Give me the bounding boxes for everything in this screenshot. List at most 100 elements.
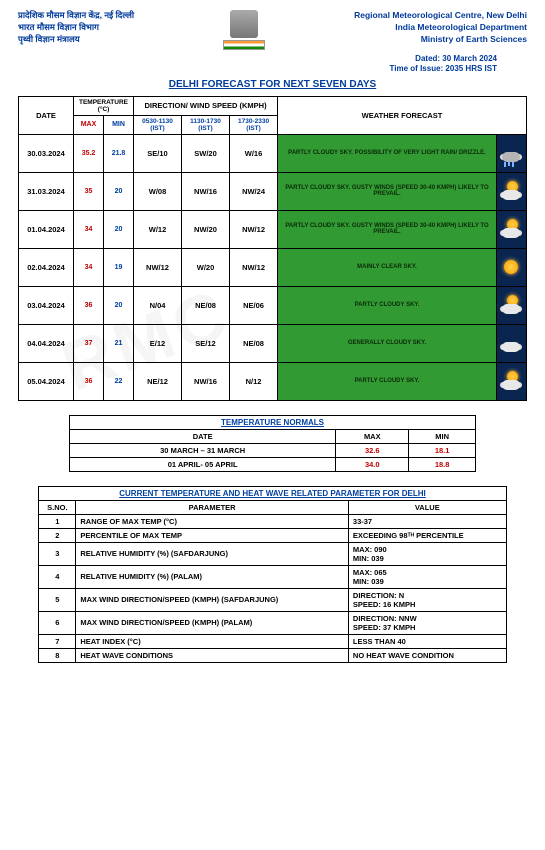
cell-w3: NW/24 [230, 172, 278, 210]
cell-max: 35 [74, 172, 104, 210]
cell-w2: NW/16 [182, 172, 230, 210]
th-temp: TEMPERATURE (°C) [74, 96, 134, 115]
cell-forecast-text: PARTLY CLOUDY SKY. [278, 362, 497, 400]
params-row: 6MAX WIND DIRECTION/SPEED (KMPH) (PALAM)… [39, 611, 506, 634]
params-sno: 4 [39, 565, 76, 588]
cell-max: 34 [74, 210, 104, 248]
params-value: EXCEEDING 98ᵀᴴ PERCENTILE [348, 528, 506, 542]
weather-icon [496, 172, 526, 210]
header-eng-2: India Meteorological Department [354, 22, 527, 34]
th-dir: DIRECTION/ WIND SPEED (KMPH) [134, 96, 278, 115]
cell-w3: NW/12 [230, 248, 278, 286]
emblem-block [214, 10, 274, 52]
cell-w2: NW/20 [182, 210, 230, 248]
time-of-issue-label: Time of Issue: 2035 HRS IST [18, 64, 497, 74]
params-row: 3RELATIVE HUMIDITY (%) (SAFDARJUNG)MAX: … [39, 542, 506, 565]
params-value: 33-37 [348, 514, 506, 528]
forecast-row: 04.04.20243721E/12SE/12NE/08GENERALLY CL… [19, 324, 527, 362]
normals-max: 32.6 [336, 443, 409, 457]
params-name: MAX WIND DIRECTION/SPEED (KMPH) (PALAM) [76, 611, 349, 634]
params-sno: 1 [39, 514, 76, 528]
cell-max: 36 [74, 286, 104, 324]
cell-date: 01.04.2024 [19, 210, 74, 248]
cell-w1: W/12 [134, 210, 182, 248]
params-value: DIRECTION: NNWSPEED: 37 KMPH [348, 611, 506, 634]
cell-min: 21 [104, 324, 134, 362]
cell-w1: E/12 [134, 324, 182, 362]
cell-min: 22 [104, 362, 134, 400]
weather-icon [496, 286, 526, 324]
params-table: CURRENT TEMPERATURE AND HEAT WAVE RELATE… [38, 486, 506, 663]
cell-date: 31.03.2024 [19, 172, 74, 210]
cell-w1: N/04 [134, 286, 182, 324]
weather-icon [496, 248, 526, 286]
params-row: 5MAX WIND DIRECTION/SPEED (KMPH) (SAFDAR… [39, 588, 506, 611]
forecast-row: 03.04.20243620N/04NE/08NE/06PARTLY CLOUD… [19, 286, 527, 324]
params-th-value: VALUE [348, 500, 506, 514]
cell-min: 19 [104, 248, 134, 286]
params-th-sno: S.NO. [39, 500, 76, 514]
forecast-head: DATE TEMPERATURE (°C) DIRECTION/ WIND SP… [19, 96, 527, 134]
forecast-row: 30.03.202435.221.8SE/10SW/20W/16PARTLY C… [19, 134, 527, 172]
params-body: 1RANGE OF MAX TEMP (°C)33-372PERCENTILE … [39, 514, 506, 662]
weather-icon [496, 362, 526, 400]
header-left: प्रादेशिक मौसम विज्ञान केंद्र, नई दिल्ली… [18, 10, 134, 46]
header-hindi-1: प्रादेशिक मौसम विज्ञान केंद्र, नई दिल्ली [18, 10, 134, 22]
weather-icon [496, 324, 526, 362]
forecast-row: 05.04.20243622NE/12NW/16N/12PARTLY CLOUD… [19, 362, 527, 400]
cell-forecast-text: MAINLY CLEAR SKY. [278, 248, 497, 286]
th-t3: 1730-2330 (IST) [230, 115, 278, 134]
params-sno: 8 [39, 648, 76, 662]
forecast-row: 02.04.20243419NW/12W/20NW/12MAINLY CLEAR… [19, 248, 527, 286]
cell-w3: NW/12 [230, 210, 278, 248]
weather-bulletin-page: RMC प्रादेशिक मौसम विज्ञान केंद्र, नई दि… [0, 0, 545, 850]
params-th-param: PARAMETER [76, 500, 349, 514]
params-sno: 3 [39, 542, 76, 565]
normals-table: TEMPERATURE NORMALS DATE MAX MIN 30 MARC… [69, 415, 476, 472]
cell-w2: SE/12 [182, 324, 230, 362]
cell-min: 20 [104, 210, 134, 248]
india-flag-icon [223, 40, 265, 50]
weather-icon [496, 210, 526, 248]
header-hindi-2: भारत मौसम विज्ञान विभाग [18, 22, 134, 34]
params-name: RELATIVE HUMIDITY (%) (SAFDARJUNG) [76, 542, 349, 565]
cell-w3: W/16 [230, 134, 278, 172]
cell-date: 30.03.2024 [19, 134, 74, 172]
th-wf: WEATHER FORECAST [278, 96, 527, 134]
cell-forecast-text: GENERALLY CLOUDY SKY. [278, 324, 497, 362]
params-name: MAX WIND DIRECTION/SPEED (KMPH) (SAFDARJ… [76, 588, 349, 611]
forecast-table: DATE TEMPERATURE (°C) DIRECTION/ WIND SP… [18, 96, 527, 401]
cell-date: 05.04.2024 [19, 362, 74, 400]
dated-label: Dated: 30 March 2024 [18, 54, 497, 64]
params-value: LESS THAN 40 [348, 634, 506, 648]
th-min: MIN [104, 115, 134, 134]
cell-w1: W/08 [134, 172, 182, 210]
cell-date: 04.04.2024 [19, 324, 74, 362]
normals-body: 30 MARCH – 31 MARCH32.618.101 APRIL- 05 … [69, 443, 475, 471]
cell-min: 21.8 [104, 134, 134, 172]
params-sno: 2 [39, 528, 76, 542]
params-name: RELATIVE HUMIDITY (%) (PALAM) [76, 565, 349, 588]
header-right: Regional Meteorological Centre, New Delh… [354, 10, 527, 46]
cell-w1: NW/12 [134, 248, 182, 286]
params-sno: 5 [39, 588, 76, 611]
normals-title: TEMPERATURE NORMALS [69, 415, 475, 429]
cell-max: 36 [74, 362, 104, 400]
national-emblem-icon [230, 10, 258, 38]
main-title: DELHI FORECAST FOR NEXT SEVEN DAYS [18, 79, 527, 90]
params-sno: 6 [39, 611, 76, 634]
cell-max: 35.2 [74, 134, 104, 172]
params-row: 1RANGE OF MAX TEMP (°C)33-37 [39, 514, 506, 528]
cell-forecast-text: PARTLY CLOUDY SKY. POSSIBILITY OF VERY L… [278, 134, 497, 172]
th-max: MAX [74, 115, 104, 134]
th-t1: 0530-1130 (IST) [134, 115, 182, 134]
issue-info: Dated: 30 March 2024 Time of Issue: 2035… [18, 54, 497, 75]
params-name: PERCENTILE OF MAX TEMP [76, 528, 349, 542]
normals-date: 30 MARCH – 31 MARCH [69, 443, 336, 457]
params-row: 8HEAT WAVE CONDITIONSNO HEAT WAVE CONDIT… [39, 648, 506, 662]
params-row: 2PERCENTILE OF MAX TEMPEXCEEDING 98ᵀᴴ PE… [39, 528, 506, 542]
params-value: DIRECTION: NSPEED: 16 KMPH [348, 588, 506, 611]
cell-forecast-text: PARTLY CLOUDY SKY. GUSTY WINDS (SPEED 30… [278, 210, 497, 248]
normals-min: 18.1 [409, 443, 476, 457]
cell-min: 20 [104, 286, 134, 324]
